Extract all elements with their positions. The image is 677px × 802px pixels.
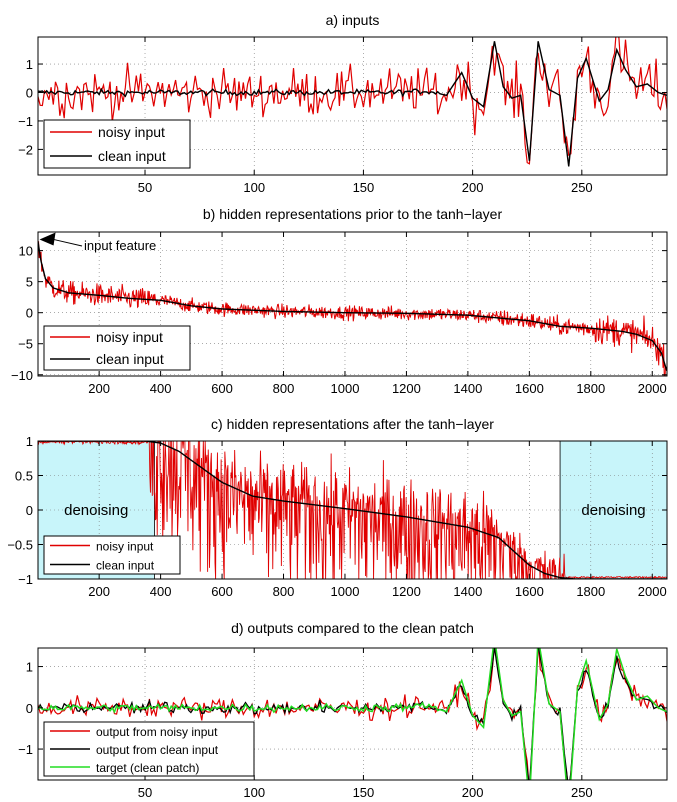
legend-label: noisy input xyxy=(98,124,165,140)
clean-input-line xyxy=(38,241,667,371)
axes-frame xyxy=(37,647,668,781)
y-tick-label: 0 xyxy=(26,306,33,321)
y-tick-label: 5 xyxy=(26,275,33,290)
legend-label: output from clean input xyxy=(96,743,219,757)
x-tick-label: 800 xyxy=(273,584,295,599)
x-tick-label: 1000 xyxy=(331,584,360,599)
x-tick-label: 800 xyxy=(273,381,295,396)
y-tick-label: −0.5 xyxy=(7,538,33,553)
x-tick-label: 50 xyxy=(138,785,152,800)
y-tick-label: 0.5 xyxy=(15,469,33,484)
y-tick-label: 1 xyxy=(26,434,33,449)
annotation-arrowhead xyxy=(39,232,56,246)
x-tick-label: 400 xyxy=(150,584,172,599)
denoising-region xyxy=(559,440,668,580)
legend-label: noisy input xyxy=(96,329,163,345)
y-tick-label: 0 xyxy=(26,701,33,716)
x-tick-label: 200 xyxy=(462,180,484,195)
y-tick-label: 1 xyxy=(26,57,33,72)
y-tick-label: 10 xyxy=(19,244,33,259)
subplot-3: denoising denoising 200 400 600 800 1000 1200 14… xyxy=(7,416,668,599)
subplot-2: input feature 200 400 600 800 1000 1200 1400 160… xyxy=(11,206,668,396)
clean-input-line xyxy=(38,441,667,579)
legend-label: noisy input xyxy=(96,540,154,554)
y-tick-label: −2 xyxy=(18,142,33,157)
x-tick-label: 200 xyxy=(88,584,110,599)
x-tick-label: 1800 xyxy=(576,584,605,599)
legend-label: clean input xyxy=(98,148,166,164)
x-tick-label: 1600 xyxy=(515,584,544,599)
x-tick-label: 250 xyxy=(571,180,593,195)
legend-label: clean input xyxy=(96,559,155,573)
clean-input-line xyxy=(38,41,667,167)
x-tick-label: 100 xyxy=(243,785,265,800)
x-tick-label: 1200 xyxy=(392,584,421,599)
y-tick-label: −1 xyxy=(18,572,33,587)
y-tick-label: 1 xyxy=(26,660,33,675)
denoising-label: denoising xyxy=(64,502,128,519)
axes-frame xyxy=(37,231,668,377)
noisy-input-line xyxy=(38,240,667,376)
legend: noisy input clean input xyxy=(43,325,191,371)
x-tick-label: 400 xyxy=(150,381,172,396)
x-tick-label: 2000 xyxy=(638,584,667,599)
y-tick-label: −1 xyxy=(18,114,33,129)
x-tick-label: 600 xyxy=(211,584,233,599)
legend-label: target (clean patch) xyxy=(96,761,199,775)
legend-label: output from noisy input xyxy=(96,725,218,739)
subplot-title: d) outputs compared to the clean patch xyxy=(231,620,474,636)
annotation-arrow-line xyxy=(53,238,83,247)
x-tick-label: 2000 xyxy=(638,381,667,396)
y-tick-label: −5 xyxy=(18,337,33,352)
axes-frame xyxy=(37,36,668,176)
legend: output from noisy input output from clean… xyxy=(43,721,255,777)
x-tick-label: 1400 xyxy=(453,584,482,599)
subplot-4: 50 100 150 200 250 −1 0 1 d) outputs compared to… xyxy=(18,620,668,800)
x-tick-label: 1000 xyxy=(331,381,360,396)
y-tick-label: −1 xyxy=(18,742,33,757)
denoising-label: denoising xyxy=(581,502,645,519)
x-tick-label: 250 xyxy=(571,785,593,800)
y-tick-label: 0 xyxy=(26,503,33,518)
subplot-title: b) hidden representations prior to the t… xyxy=(203,206,503,222)
target-line xyxy=(38,648,667,780)
x-tick-label: 150 xyxy=(353,180,375,195)
legend: noisy input clean input xyxy=(43,535,181,575)
x-tick-label: 50 xyxy=(138,180,152,195)
noisy-input-line xyxy=(38,441,667,579)
subplot-1: 50 100 150 200 250 −2 −1 0 1 a) inputs noisy input… xyxy=(18,12,668,195)
x-tick-label: 1600 xyxy=(515,381,544,396)
x-tick-label: 100 xyxy=(243,180,265,195)
legend-label: clean input xyxy=(96,351,164,367)
x-tick-label: 1800 xyxy=(576,381,605,396)
x-tick-label: 1400 xyxy=(453,381,482,396)
y-tick-label: 0 xyxy=(26,85,33,100)
legend: noisy input clean input xyxy=(43,119,191,169)
x-tick-label: 1200 xyxy=(392,381,421,396)
x-tick-label: 200 xyxy=(88,381,110,396)
x-tick-label: 150 xyxy=(353,785,375,800)
annotation-input-feature: input feature xyxy=(84,238,156,253)
subplot-title: c) hidden representations after the tanh… xyxy=(211,416,494,432)
x-tick-label: 200 xyxy=(462,785,484,800)
x-tick-label: 600 xyxy=(211,381,233,396)
y-tick-label: −10 xyxy=(11,368,33,383)
subplot-title: a) inputs xyxy=(326,12,380,28)
